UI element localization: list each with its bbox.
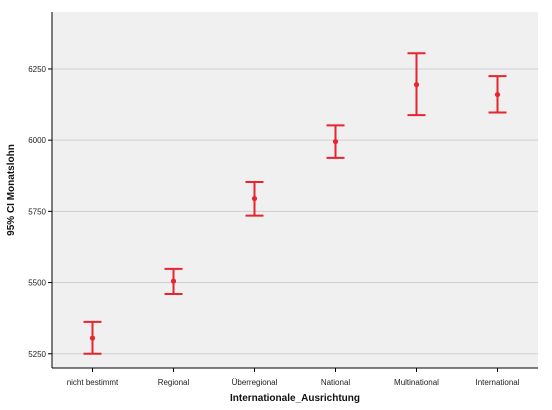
x-axis-title: Internationale_Ausrichtung [230,393,360,404]
x-tick-label: Multinational [394,378,439,387]
x-tick-label: Überregional [232,378,278,387]
error-bar [488,75,507,114]
error-bar [407,52,426,117]
mean-point [332,138,339,145]
mean-point [413,82,420,88]
mean-point [494,91,501,98]
mean-point [89,335,96,341]
error-bar [83,320,102,355]
y-tick-label: 6000 [28,136,46,145]
error-bar [164,267,183,295]
y-tick-label: 5750 [28,207,46,216]
error-bar [245,181,264,217]
y-tick-label: 5250 [28,350,46,359]
y-axis-title: 95% CI Monatslohn [6,144,17,236]
mean-point [170,278,177,284]
error-bars [83,52,507,355]
gridlines [52,68,538,355]
x-tick-label: Regional [158,378,190,387]
y-axis-ticks: 5250 5500 5750 6000 6250 [28,65,52,359]
x-tick-label: nicht bestimmt [67,378,119,387]
plot-area [52,12,538,368]
mean-point [251,195,258,202]
error-bar [326,124,345,159]
x-axis-ticks: nicht bestimmt Regional Überregional Nation… [67,368,520,387]
y-tick-label: 5500 [28,279,46,288]
x-tick-label: International [475,378,519,387]
y-tick-label: 6250 [28,65,46,74]
x-tick-label: National [321,378,351,387]
